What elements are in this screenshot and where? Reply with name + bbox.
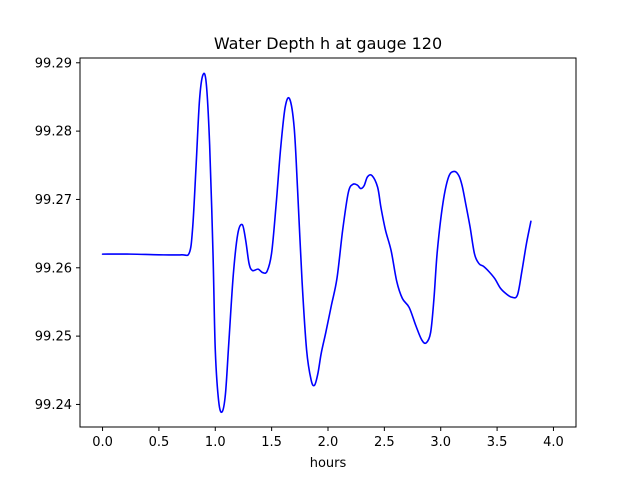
x-tick-label: 1.0 (205, 435, 226, 450)
x-tick-label: 2.5 (374, 435, 395, 450)
y-tick-label: 99.27 (35, 193, 72, 208)
x-tick-label: 4.0 (543, 435, 564, 450)
x-tick-label: 0.5 (149, 435, 170, 450)
y-tick-label: 99.29 (35, 56, 72, 71)
y-tick-label: 99.26 (35, 261, 72, 276)
series-group (101, 72, 532, 414)
x-tick-label: 3.0 (430, 435, 451, 450)
x-tick-label: 2.0 (318, 435, 339, 450)
chart-title: Water Depth h at gauge 120 (214, 34, 442, 53)
series-line-0 (101, 72, 532, 414)
y-tick-label: 99.25 (35, 330, 72, 345)
x-tick-label: 0.0 (92, 435, 113, 450)
y-tick-label: 99.24 (35, 398, 72, 413)
x-tick-label: 3.5 (487, 435, 508, 450)
y-axis-ticks: 99.24 99.25 99.26 99.27 99.28 99.29 (35, 56, 80, 413)
x-axis-label: hours (310, 456, 347, 471)
x-axis-ticks: 0.0 0.5 1.0 1.5 2.0 2.5 3.0 3.5 4.0 (92, 427, 564, 450)
x-tick-label: 1.5 (261, 435, 282, 450)
y-tick-label: 99.28 (35, 125, 72, 140)
